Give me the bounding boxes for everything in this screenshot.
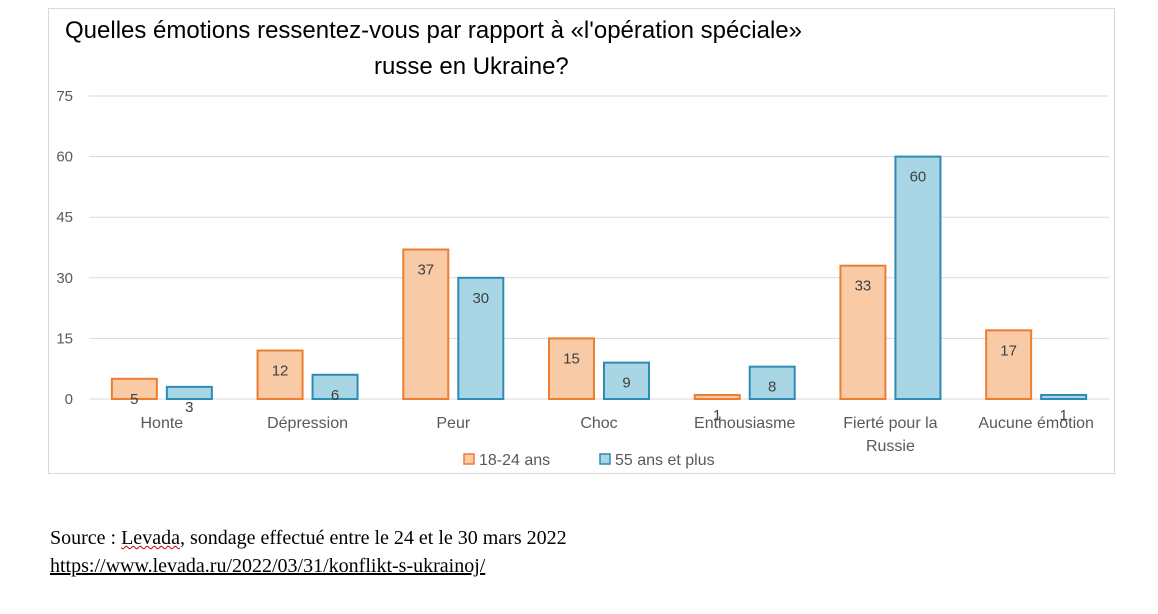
bar-value-label: 9 (622, 375, 630, 392)
bar (402, 248, 450, 400)
source-link-levada[interactable]: Levada (121, 527, 180, 549)
bar (693, 393, 741, 400)
y-tick-label: 15 (56, 330, 73, 347)
x-tick-label: Choc (580, 415, 617, 432)
x-tick-label: Honte (141, 415, 184, 432)
bar-value-label: 5 (130, 391, 138, 408)
x-tick-label: Enthousiasme (694, 415, 795, 432)
bar (548, 337, 595, 400)
bar-value-label: 6 (331, 387, 339, 404)
x-tick-label: Dépression (267, 415, 348, 432)
bar (839, 264, 887, 400)
legend-label: 55 ans et plus (615, 452, 715, 469)
legend-swatch (599, 453, 611, 465)
legend-swatch (463, 453, 475, 465)
bar-value-label: 15 (563, 350, 580, 367)
bar-value-label: 37 (417, 262, 434, 279)
y-tick-label: 0 (65, 391, 73, 408)
chart-frame: Quelles émotions ressentez-vous par rapp… (48, 8, 1115, 474)
y-tick-label: 60 (56, 149, 73, 166)
bar (603, 361, 650, 401)
bar-value-label: 33 (855, 278, 872, 295)
bar-value-label: 3 (185, 399, 193, 416)
bar (165, 385, 213, 401)
bar (985, 329, 1033, 401)
legend-label: 18-24 ans (479, 452, 550, 469)
chart-title-line-1: Quelles émotions ressentez-vous par rapp… (65, 17, 802, 44)
source-suffix: , sondage effectué entre le 24 et le 30 … (179, 527, 567, 549)
bar-value-label: 17 (1000, 342, 1017, 359)
bar (110, 377, 158, 400)
bar-value-label: 30 (472, 290, 489, 307)
bar-value-label: 8 (768, 379, 776, 396)
bar-value-label: 1 (713, 407, 721, 424)
bar (748, 365, 796, 400)
y-tick-label: 75 (56, 88, 73, 105)
bar-value-label: 60 (910, 169, 927, 186)
bar-value-label: 1 (1059, 407, 1067, 424)
bar (311, 373, 359, 401)
bar (1040, 393, 1088, 400)
bar (256, 349, 304, 400)
x-tick-label: Peur (436, 415, 470, 432)
source-url-link[interactable]: https://www.levada.ru/2022/03/31/konflik… (50, 555, 486, 577)
x-tick-label: Aucune émotion (978, 415, 1094, 432)
x-tick-label: Fierté pour la (843, 415, 937, 432)
y-tick-label: 45 (56, 209, 73, 226)
bar-value-label: 12 (272, 363, 289, 380)
source-prefix: Source : (50, 527, 122, 549)
chart-title-line-2: russe en Ukraine? (374, 53, 569, 80)
y-tick-label: 30 (56, 270, 73, 287)
source-citation: Source : Levada, sondage effectué entre … (50, 527, 567, 550)
bar (894, 155, 942, 400)
x-tick-label: Russie (866, 438, 915, 455)
bar (457, 276, 505, 400)
